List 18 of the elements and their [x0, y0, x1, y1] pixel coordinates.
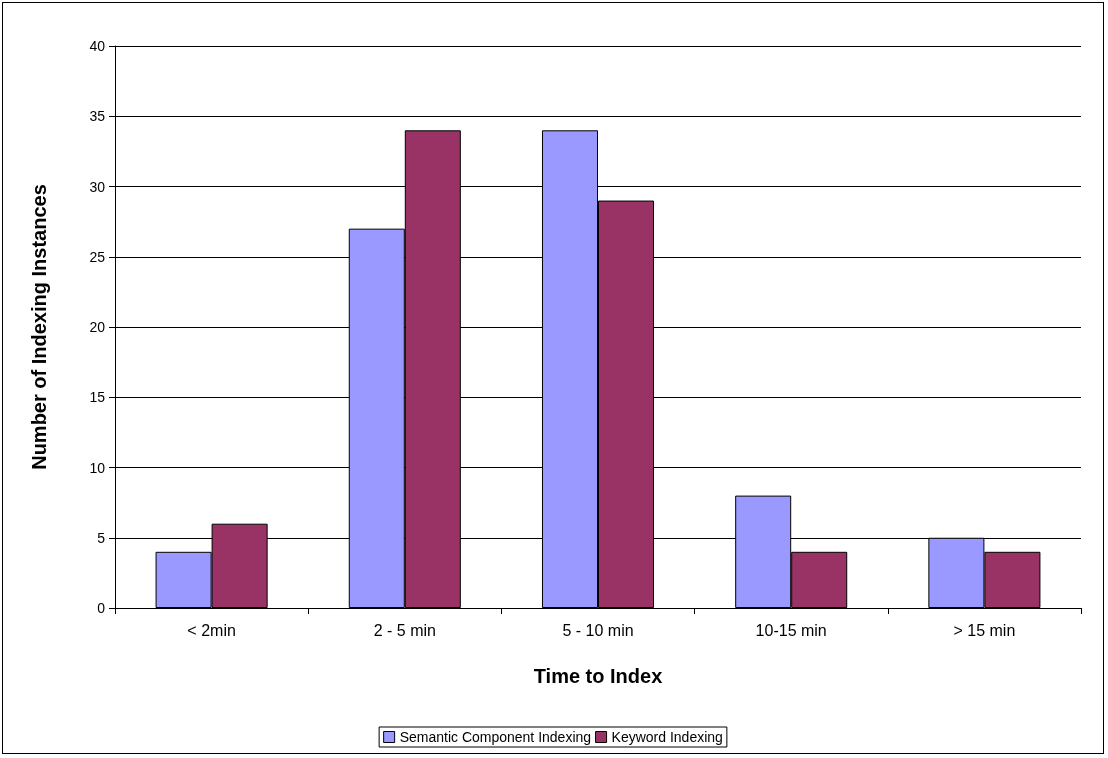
x-axis-title: Time to Index [533, 665, 663, 687]
y-tick-label: 25 [89, 248, 106, 265]
y-tick-label: 0 [97, 600, 106, 616]
x-tick-label: 5 - 10 min [562, 621, 634, 639]
x-tick-label: > 15 min [953, 621, 1016, 639]
x-tick-label: < 2min [187, 621, 236, 639]
y-tick-label: 40 [89, 38, 106, 54]
y-tick-label: 20 [89, 319, 106, 335]
y-tick-label: 5 [97, 529, 106, 546]
y-tick-label: 30 [89, 178, 106, 195]
legend-label: Semantic Component Indexing [399, 729, 592, 745]
x-tick-label: 2 - 5 min [373, 621, 436, 639]
y-tick-label: 35 [89, 108, 106, 125]
y-axis-title: Number of Indexing Instances [28, 184, 50, 470]
legend-label: Keyword Indexing [611, 729, 723, 745]
y-tick-label: 10 [89, 459, 106, 476]
y-tick-label: 15 [89, 389, 106, 406]
x-tick-label: 10-15 min [755, 621, 827, 639]
